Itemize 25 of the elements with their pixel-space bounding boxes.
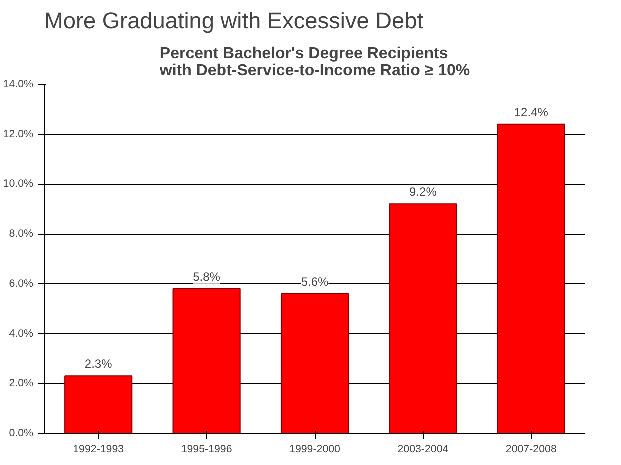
y-tick-label: 14.0%: [3, 78, 34, 90]
bar: [172, 288, 241, 434]
chart-title: More Graduating with Excessive Debt: [44, 8, 424, 34]
bar: [389, 204, 458, 434]
y-tick-label: 10.0%: [3, 178, 34, 190]
y-tick-label: 4.0%: [9, 328, 34, 340]
y-tick-label: 2.0%: [9, 378, 34, 390]
y-tick-label: 8.0%: [9, 228, 34, 240]
data-label: 5.8%: [193, 270, 221, 284]
x-tick-label: 1992-1993: [73, 444, 124, 456]
y-tick-label: 0.0%: [9, 428, 34, 440]
data-label: 2.3%: [84, 357, 113, 372]
y-tick-label: 12.0%: [3, 128, 34, 140]
chart-subtitle: Percent Bachelor's Degree Recipients with Debt-Service-to-Income Ratio ≥ 10%: [158, 46, 470, 80]
data-label: 5.6%: [301, 274, 330, 289]
data-label: 9.2%: [410, 185, 438, 200]
data-label: 12.4%: [514, 105, 549, 120]
x-tick-label: 1999-2000: [290, 444, 341, 456]
bar: [280, 293, 350, 434]
x-tick-label: 2003-2004: [398, 444, 449, 456]
bar: [497, 124, 566, 434]
y-tick-label: 6.0%: [9, 278, 34, 290]
x-tick-label: 2007-2008: [506, 444, 557, 456]
bar: [64, 376, 133, 434]
x-tick-label: 1995-1996: [181, 444, 232, 456]
